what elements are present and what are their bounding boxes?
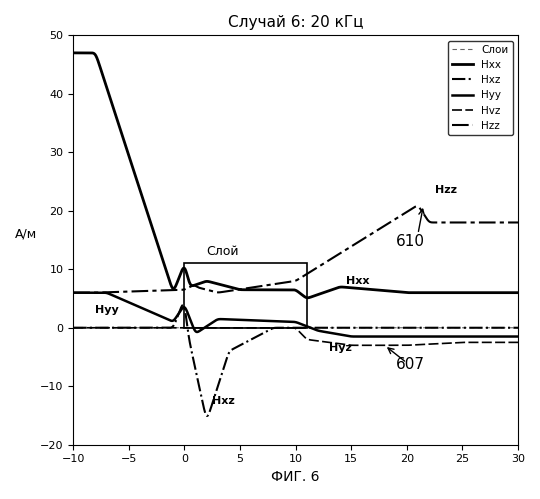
Слои [420,325,427,331]
Line: Hyy: Hyy [73,292,518,336]
Hxx [421,289,427,295]
Слои [286,325,293,331]
Line: Hvz: Hvz [73,328,518,345]
Hyy [421,333,427,339]
Hzz [502,220,509,226]
Hyy [286,319,293,325]
Hzz [274,280,281,286]
Hzz [502,220,508,226]
Hvz [502,339,509,345]
Hvz [502,339,508,345]
Line: Hxz: Hxz [73,305,518,416]
Text: Hxx: Hxx [346,276,369,286]
Слои [70,325,77,331]
Title: Случай 6: 20 кГц: Случай 6: 20 кГц [228,15,363,30]
Слои [515,325,521,331]
Text: 610: 610 [396,234,424,249]
Hzz [421,211,427,217]
Hxz [502,325,509,331]
Hvz [93,325,99,331]
Text: Слой: Слой [207,245,239,257]
Text: Hzz: Hzz [435,185,457,195]
Line: Hzz: Hzz [73,206,518,292]
Text: Hyy: Hyy [96,305,119,315]
X-axis label: ФИГ. 6: ФИГ. 6 [272,470,320,484]
Hyy [93,289,99,295]
Hyy [274,318,281,324]
Hxz [515,325,521,331]
Legend: Слои, Hxx, Hxz, Hyy, Hvz, Hzz: Слои, Hxx, Hxz, Hyy, Hvz, Hzz [448,40,513,135]
Hvz [515,339,521,345]
Hxx [274,287,281,293]
Hvz [421,341,427,347]
Hzz [70,289,77,295]
Hxx [93,53,99,59]
Text: Hyz: Hyz [329,343,352,353]
Hxx [502,289,508,295]
Line: Hxx: Hxx [73,53,518,298]
Hvz [355,342,362,348]
Hyy [515,333,521,339]
Bar [185,263,307,328]
Hzz [515,220,521,226]
Y-axis label: А/м: А/м [15,227,37,240]
Hxz [502,325,509,331]
Hxz [421,325,427,331]
Hyy [502,333,508,339]
Hxz [275,325,281,331]
Hvz [70,325,77,331]
Hyy [70,289,77,295]
Слои [502,325,508,331]
Hvz [286,325,293,331]
Hyy [355,333,362,339]
Hxx [286,287,293,293]
Text: Hxz: Hxz [212,396,235,406]
Hvz [274,325,281,331]
Слои [274,325,281,331]
Hxz [180,302,186,308]
Hxz [204,413,211,419]
Hzz [93,289,99,295]
Hxx [70,50,77,56]
Hzz [286,279,293,285]
Hxz [70,325,77,331]
Hzz [414,203,420,209]
Hxx [502,289,509,295]
Слои [502,325,508,331]
Hxz [287,325,293,331]
Hxx [515,289,521,295]
Hyy [502,333,509,339]
Слои [93,325,99,331]
Hxx [304,295,310,301]
Text: 607: 607 [396,357,424,372]
Hxz [93,325,99,331]
